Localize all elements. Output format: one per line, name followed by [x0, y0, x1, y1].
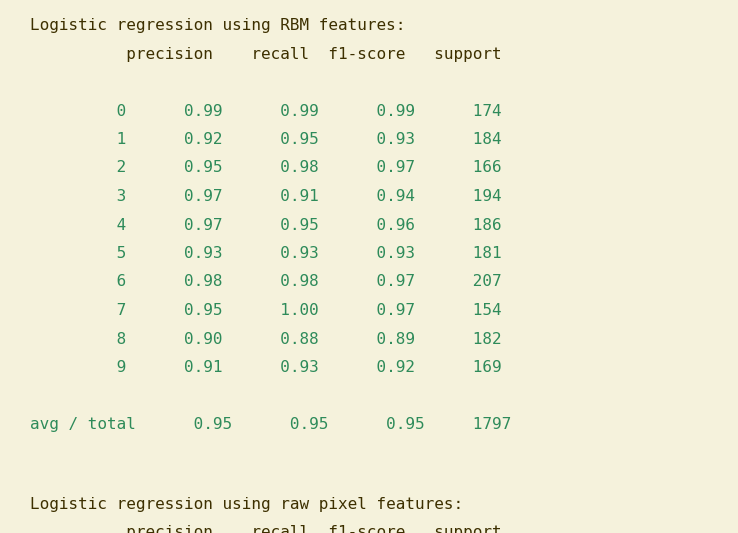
Text: Logistic regression using raw pixel features:: Logistic regression using raw pixel feat…	[30, 497, 463, 512]
Text: precision    recall  f1-score   support: precision recall f1-score support	[30, 526, 501, 533]
Text: 9      0.91      0.93      0.92      169: 9 0.91 0.93 0.92 169	[30, 360, 501, 375]
Text: 1      0.92      0.95      0.93      184: 1 0.92 0.95 0.93 184	[30, 132, 501, 147]
Text: 5      0.93      0.93      0.93      181: 5 0.93 0.93 0.93 181	[30, 246, 501, 261]
Text: 0      0.99      0.99      0.99      174: 0 0.99 0.99 0.99 174	[30, 103, 501, 118]
Text: precision    recall  f1-score   support: precision recall f1-score support	[30, 46, 501, 61]
Text: 3      0.97      0.91      0.94      194: 3 0.97 0.91 0.94 194	[30, 189, 501, 204]
Text: 4      0.97      0.95      0.96      186: 4 0.97 0.95 0.96 186	[30, 217, 501, 232]
Text: 6      0.98      0.98      0.97      207: 6 0.98 0.98 0.97 207	[30, 274, 501, 289]
Text: 7      0.95      1.00      0.97      154: 7 0.95 1.00 0.97 154	[30, 303, 501, 318]
Text: avg / total      0.95      0.95      0.95     1797: avg / total 0.95 0.95 0.95 1797	[30, 417, 511, 432]
Text: 8      0.90      0.88      0.89      182: 8 0.90 0.88 0.89 182	[30, 332, 501, 346]
Text: Logistic regression using RBM features:: Logistic regression using RBM features:	[30, 18, 405, 33]
Text: 2      0.95      0.98      0.97      166: 2 0.95 0.98 0.97 166	[30, 160, 501, 175]
